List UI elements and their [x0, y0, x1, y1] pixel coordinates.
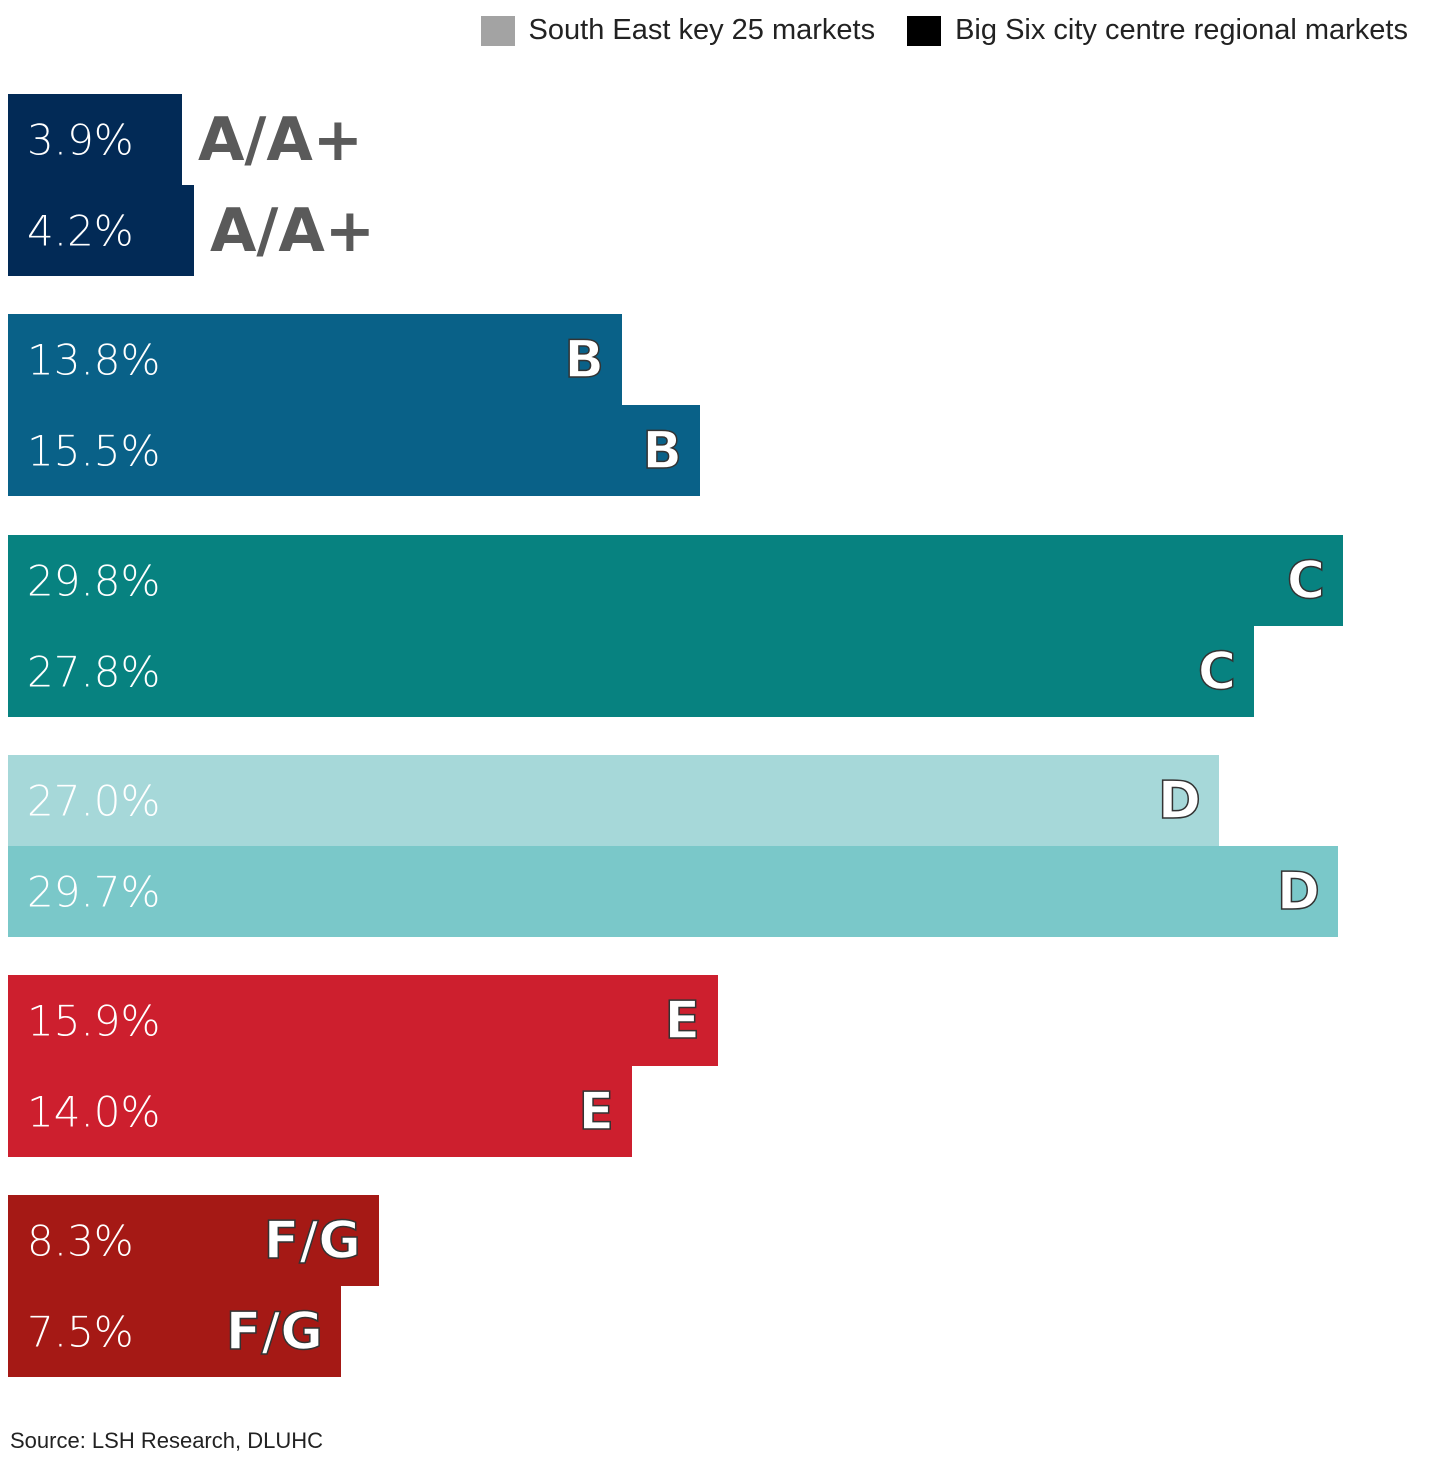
bar-grade-label: D	[1276, 861, 1321, 923]
bar-grade-label: D	[1157, 770, 1202, 832]
bar-value-label: 7.5%	[27, 1307, 134, 1356]
bar: 27.8% C	[8, 626, 1254, 717]
bar-value-label: 14.0%	[27, 1087, 161, 1136]
bar-value-label: 27.0%	[27, 776, 161, 825]
bar: 13.8% B	[8, 314, 622, 405]
bar-grade-label: B	[564, 329, 605, 391]
bar: 27.0% D	[8, 755, 1219, 846]
legend-swatch	[907, 15, 942, 46]
bar-grade-label: E	[664, 990, 701, 1052]
legend-label: Big Six city centre regional markets	[955, 14, 1408, 46]
bar-value-label: 29.8%	[27, 556, 161, 605]
bar-grade-label: E	[578, 1081, 615, 1143]
bar: 29.8% C	[8, 535, 1343, 626]
bar-grade-label: F/G	[225, 1301, 324, 1363]
bar-grade-label: B	[642, 420, 683, 482]
bar: 8.3% F/G	[8, 1195, 379, 1286]
bar-value-label: 4.2%	[27, 206, 134, 255]
source-note: Source: LSH Research, DLUHC	[10, 1428, 324, 1453]
legend-item: South East key 25 markets	[480, 14, 876, 47]
bar: 3.9% A/A+	[8, 94, 363, 185]
bar-value-label: 27.8%	[27, 647, 161, 696]
legend-item: Big Six city centre regional markets	[907, 14, 1408, 47]
bar-value-label: 15.5%	[27, 426, 161, 475]
legend-label: South East key 25 markets	[528, 14, 876, 46]
bar-grade-label: F/G	[263, 1210, 362, 1272]
bar: 14.0% E	[8, 1066, 632, 1157]
bar: 4.2% A/A+	[8, 185, 375, 276]
bar-grade-label: A/A+	[198, 104, 364, 175]
bar-value-label: 15.9%	[27, 996, 161, 1045]
bar-grade-label: A/A+	[210, 195, 376, 266]
bar: 15.5% B	[8, 405, 700, 496]
bar: 7.5% F/G	[8, 1286, 341, 1377]
legend-swatch	[480, 15, 515, 46]
bar-value-label: 13.8%	[27, 335, 161, 384]
bar-grade-label: C	[1197, 641, 1237, 703]
bar-value-label: 29.7%	[27, 867, 161, 916]
bar: 29.7% D	[8, 846, 1338, 937]
bar-grade-label: C	[1286, 550, 1326, 612]
chart-legend: South East key 25 markets Big Six city ce…	[449, 14, 1408, 47]
bar: 15.9% E	[8, 975, 718, 1066]
bar-value-label: 8.3%	[27, 1216, 134, 1265]
bar-value-label: 3.9%	[27, 115, 134, 164]
